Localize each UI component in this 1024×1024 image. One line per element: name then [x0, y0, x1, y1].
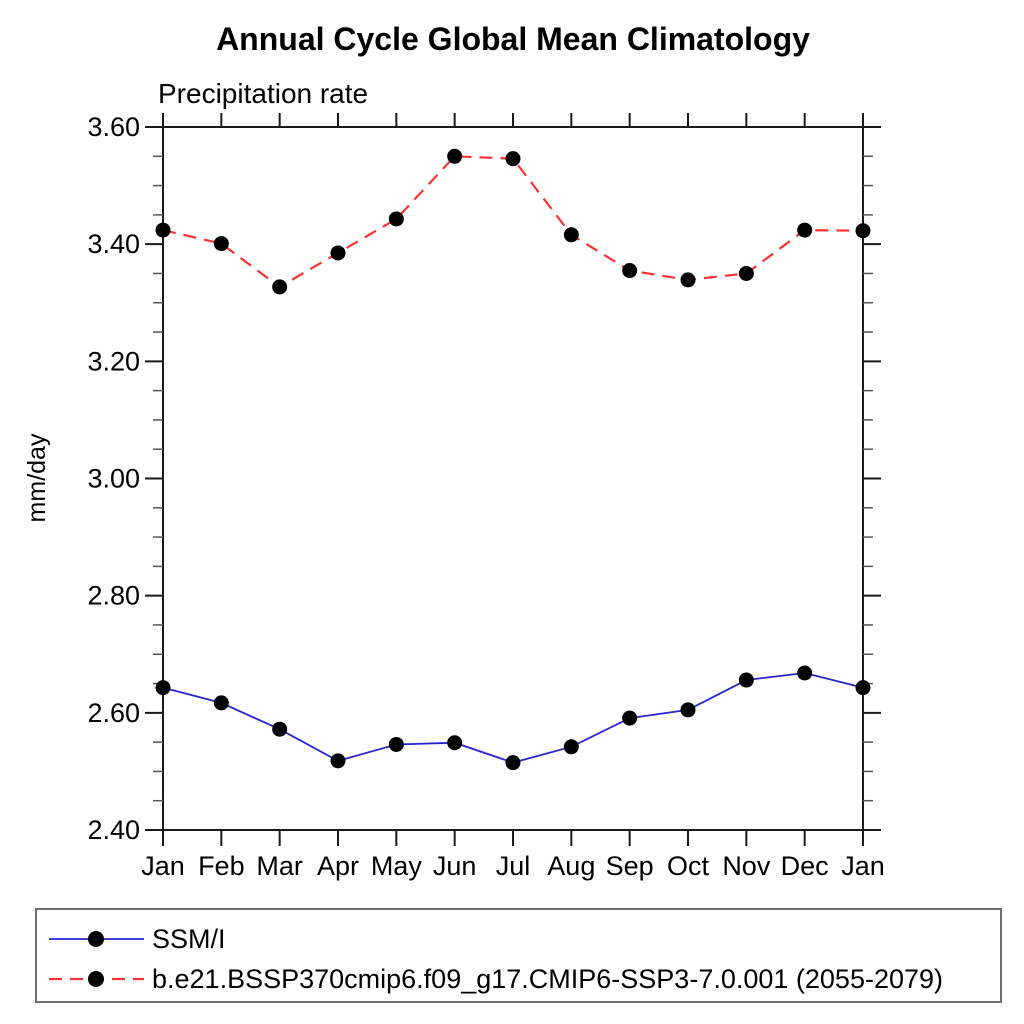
y-tick-label: 2.60: [87, 698, 140, 728]
data-point-marker: [447, 148, 463, 164]
series-line-1: [162, 155, 864, 289]
data-point-marker: [213, 695, 229, 711]
legend-svg: SSM/I b.e21.BSSP370cmip6.f09_g17.CMIP6-S…: [49, 924, 943, 994]
data-point-marker: [622, 710, 638, 726]
legend-label-model: b.e21.BSSP370cmip6.f09_g17.CMIP6-SSP3-7.…: [152, 964, 943, 994]
data-point-marker: [505, 151, 521, 167]
legend-label-ssmi: SSM/I: [152, 924, 226, 954]
data-point-marker: [330, 245, 346, 261]
y-tick-label: 3.00: [87, 464, 140, 494]
x-tick-label: Jul: [496, 851, 531, 881]
data-point-marker: [447, 735, 463, 751]
x-tick-label: Feb: [198, 851, 245, 881]
y-tick-label: 3.60: [87, 112, 140, 142]
x-tick-label: Mar: [256, 851, 303, 881]
x-tick-label: Nov: [722, 851, 771, 881]
data-point-marker: [680, 272, 696, 288]
data-point-marker: [213, 236, 229, 252]
y-tick-label: 2.40: [87, 815, 140, 845]
y-tick-label: 2.80: [87, 581, 140, 611]
data-point-marker: [622, 263, 638, 279]
data-point-marker: [680, 702, 696, 718]
data-point-marker: [388, 211, 404, 227]
x-tick-label: Jun: [433, 851, 477, 881]
chart-subtitle: Precipitation rate: [158, 78, 368, 109]
data-point-marker: [797, 665, 813, 681]
legend-marker-icon: [88, 971, 104, 987]
data-point-marker: [797, 222, 813, 238]
y-tick-label: 3.40: [87, 229, 140, 259]
y-tick-label: 3.20: [87, 346, 140, 376]
data-point-marker: [272, 279, 288, 295]
x-tick-label: Jan: [841, 851, 885, 881]
data-point-marker: [738, 672, 754, 688]
series-line-0: [162, 672, 864, 764]
data-point-marker: [155, 222, 171, 238]
chart-title: Annual Cycle Global Mean Climatology: [216, 21, 810, 57]
series-layer: [155, 148, 871, 771]
data-point-marker: [855, 223, 871, 239]
x-tick-label: Jan: [141, 851, 185, 881]
data-point-marker: [272, 721, 288, 737]
data-point-marker: [738, 265, 754, 281]
data-point-marker: [563, 739, 579, 755]
x-tick-label: Apr: [317, 851, 359, 881]
legend-marker-icon: [88, 931, 104, 947]
data-point-marker: [330, 753, 346, 769]
legend-box: SSM/I b.e21.BSSP370cmip6.f09_g17.CMIP6-S…: [35, 908, 1002, 1003]
x-tick-label: Aug: [547, 851, 595, 881]
x-tick-label: Oct: [667, 851, 710, 881]
axes-layer: 2.40 2.60 2.80 3.00 3.20 3.40 3.60 Jan Feb Mar Apr…: [87, 112, 884, 881]
x-tick-label: May: [371, 851, 423, 881]
x-tick-label: Sep: [606, 851, 654, 881]
y-axis-label: mm/day: [23, 433, 51, 522]
data-point-marker: [155, 680, 171, 696]
x-tick-label: Dec: [781, 851, 829, 881]
data-point-marker: [855, 680, 871, 696]
data-point-marker: [388, 736, 404, 752]
data-point-marker: [505, 755, 521, 771]
data-point-marker: [563, 227, 579, 243]
